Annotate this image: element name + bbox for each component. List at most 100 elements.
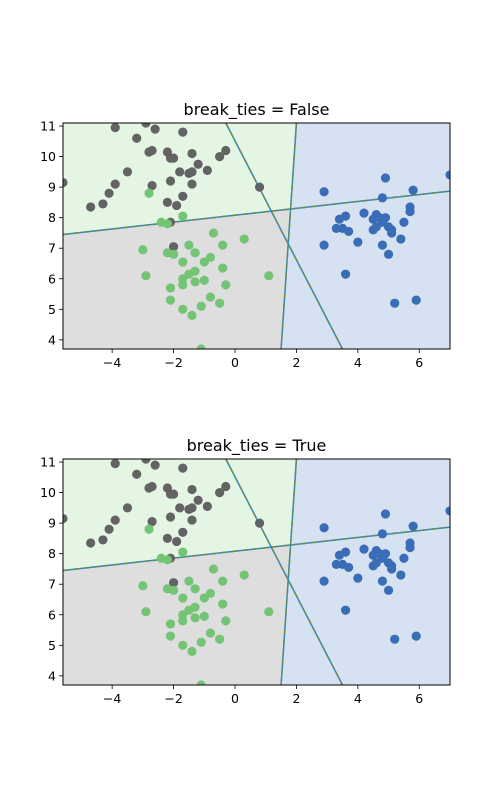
data-point <box>178 527 188 537</box>
data-point <box>377 529 388 539</box>
data-point <box>63 177 68 188</box>
data-point <box>86 202 96 212</box>
axes-frame <box>62 458 451 686</box>
subplot-break-ties-true: break_ties = True −4 −2 0 2 4 6 4 5 6 7 8 9 10 11 <box>40 436 451 706</box>
axes-frame <box>62 122 451 350</box>
data-point <box>141 607 151 617</box>
data-point <box>104 188 114 198</box>
data-point <box>383 585 394 595</box>
data-point <box>175 167 185 177</box>
plot-area <box>63 459 450 685</box>
y-tick-label: 9 <box>48 516 56 531</box>
x-tick-label: −4 <box>103 691 121 706</box>
data-point <box>190 266 200 276</box>
data-point <box>178 547 188 557</box>
subplot-break-ties-false: break_ties = False −4 −2 0 2 4 6 4 5 6 7 8 9 10 11 <box>40 100 451 370</box>
y-tick-label: 11 <box>40 119 56 134</box>
data-point <box>408 521 418 531</box>
data-point <box>168 249 179 259</box>
data-point <box>178 211 188 221</box>
data-point <box>359 544 369 554</box>
decision-boundary-dashed-2 <box>225 459 344 685</box>
data-point <box>390 298 400 308</box>
data-point <box>193 495 203 505</box>
data-point <box>110 459 120 469</box>
data-point <box>187 179 197 189</box>
data-point <box>218 576 228 586</box>
data-point <box>405 206 415 217</box>
data-point <box>168 578 179 588</box>
data-point <box>340 547 351 557</box>
data-point <box>187 515 197 525</box>
data-point <box>196 301 206 311</box>
plot-area <box>63 123 450 349</box>
data-point <box>221 481 231 492</box>
data-point <box>218 263 228 273</box>
y-tick-label: 4 <box>48 668 56 683</box>
data-point <box>254 182 265 192</box>
data-point <box>162 555 173 565</box>
data-point <box>187 646 197 657</box>
data-point <box>353 573 363 583</box>
data-point <box>377 193 388 203</box>
data-point <box>208 564 219 574</box>
subplot-title: break_ties = True <box>187 436 327 456</box>
y-tick-label: 6 <box>48 607 56 622</box>
y-tick-label: 8 <box>48 210 56 225</box>
data-point <box>147 481 157 492</box>
data-point <box>353 237 363 247</box>
data-point <box>178 191 188 201</box>
data-point <box>138 581 148 591</box>
data-point <box>178 280 188 290</box>
data-point <box>221 145 231 156</box>
data-point <box>380 509 391 519</box>
y-tick-label: 10 <box>40 485 56 500</box>
data-point <box>340 269 351 279</box>
data-point <box>98 535 108 545</box>
data-point <box>399 217 409 227</box>
data-point <box>196 344 206 349</box>
data-point <box>408 185 418 195</box>
data-point <box>165 631 176 641</box>
data-point <box>319 187 329 197</box>
data-point <box>264 271 274 281</box>
data-point <box>319 576 329 586</box>
data-point <box>184 576 194 586</box>
decision-boundary-dashed-2 <box>225 123 344 349</box>
data-point <box>380 173 391 183</box>
data-point <box>387 225 397 235</box>
data-point <box>202 501 212 511</box>
data-point <box>98 199 108 209</box>
data-point <box>215 298 225 308</box>
data-point <box>264 607 274 617</box>
data-point <box>196 637 206 647</box>
data-point <box>110 123 120 133</box>
decision-boundary-dashed-1 <box>280 459 298 685</box>
data-point <box>165 176 176 186</box>
data-point <box>132 133 142 143</box>
region-top-left <box>63 123 297 235</box>
data-point <box>165 619 176 629</box>
y-tick-label: 9 <box>48 180 56 195</box>
data-point <box>205 588 216 598</box>
data-point <box>340 605 351 615</box>
x-tick-label: 2 <box>292 691 300 706</box>
data-point <box>141 123 151 128</box>
data-point <box>399 553 409 563</box>
data-point <box>184 240 194 250</box>
data-point <box>319 240 329 250</box>
data-point <box>141 271 151 281</box>
y-tick-label: 7 <box>48 241 56 256</box>
data-point <box>239 234 249 244</box>
data-point <box>165 295 176 305</box>
y-tick-label: 10 <box>40 149 56 164</box>
data-point <box>190 584 200 594</box>
data-point <box>377 576 388 586</box>
data-point <box>162 219 173 229</box>
data-point <box>190 248 200 258</box>
data-point <box>199 275 209 285</box>
data-point <box>178 127 188 137</box>
data-point <box>221 616 231 626</box>
data-point <box>138 245 148 255</box>
